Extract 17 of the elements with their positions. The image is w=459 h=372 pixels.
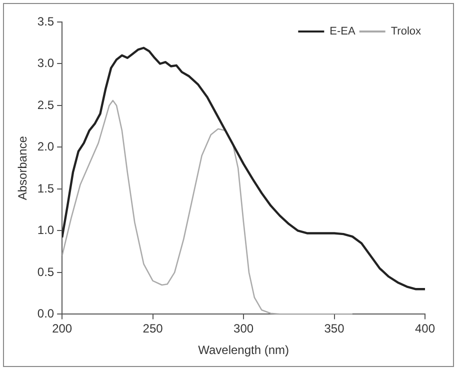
y-tick-label: 0.5 — [37, 264, 54, 279]
legend-label: Trolox — [390, 26, 422, 38]
x-axis-title: Wavelength (nm) — [198, 343, 290, 358]
y-tick-label: 1.5 — [37, 181, 54, 196]
x-tick-label: 300 — [234, 322, 254, 336]
y-tick-label: 0.0 — [37, 306, 54, 321]
x-tick-label: 350 — [324, 322, 345, 336]
x-tick-label: 400 — [414, 322, 436, 336]
y-tick-label: 2.0 — [37, 140, 54, 154]
y-tick-label: 3.5 — [37, 14, 54, 28]
y-tick-label: 2.5 — [37, 98, 54, 112]
legend-label: E-EA — [330, 26, 356, 38]
y-tick-label: 1.0 — [37, 223, 54, 238]
y-tick-label: 3.0 — [37, 56, 54, 70]
x-tick-label: 200 — [52, 322, 72, 336]
x-tick-label: 250 — [142, 322, 164, 336]
y-axis-title: Absorbance — [16, 136, 30, 200]
